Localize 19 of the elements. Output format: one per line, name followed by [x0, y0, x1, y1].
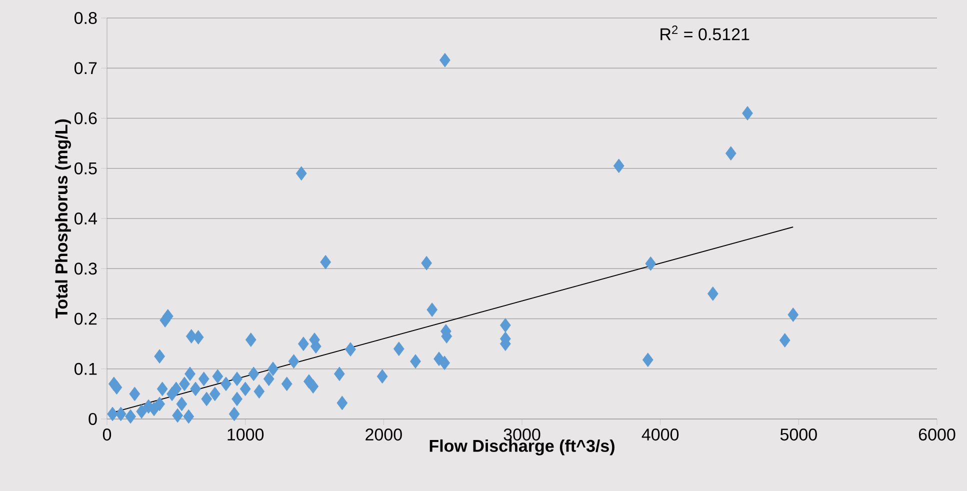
annotation: R$^{2}$ = 0.5121 [660, 26, 750, 40]
x-tick-label: 4000 [642, 428, 679, 441]
x-tick-label: 2000 [366, 428, 402, 441]
y-tick-label: 0.8 [74, 12, 97, 24]
y-tick-label: 0.2 [74, 312, 97, 325]
x-axis-title: Flow Discharge (ft^3/s) [430, 439, 614, 456]
y-tick-label: 0 [88, 412, 97, 426]
y-tick-label: 0.4 [74, 212, 97, 225]
x-tick-label: 6000 [918, 428, 956, 441]
x-tick-label: 5000 [780, 428, 817, 441]
y-tick-label: 0.7 [74, 62, 97, 74]
y-tick-label: 0.3 [74, 262, 97, 275]
y-tick-label: 0.5 [74, 162, 97, 174]
x-tick-label: 3000 [504, 428, 540, 441]
y-tick-label: 0.1 [74, 362, 97, 375]
y-axis-title: Total Phosphorus (mg/L) [55, 119, 71, 318]
x-tick-label: 0 [102, 428, 112, 441]
x-tick-label: 1000 [228, 428, 264, 441]
y-tick-label: 0.6 [74, 112, 97, 124]
